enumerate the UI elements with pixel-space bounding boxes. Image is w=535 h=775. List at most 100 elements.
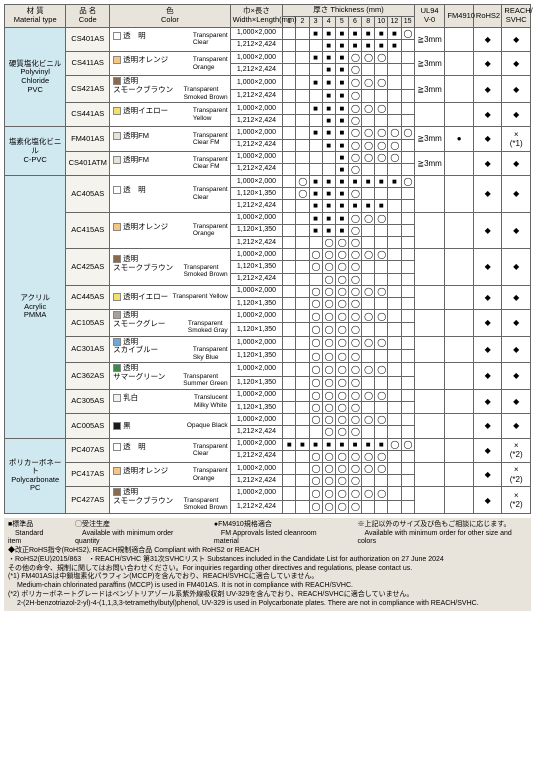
thickness-mark <box>283 249 296 261</box>
thickness-mark: ◯ <box>335 389 348 401</box>
col-reach: ◆ <box>502 76 531 103</box>
hdr-thk-4: 4 <box>322 16 335 27</box>
color-swatch <box>113 223 121 231</box>
thickness-mark <box>388 323 401 336</box>
size-cell: 1,212×2,424 <box>230 64 283 76</box>
size-cell: 1,000×2,000 <box>230 310 283 323</box>
col-fm <box>445 27 473 51</box>
thickness-mark <box>283 127 296 139</box>
thickness-mark <box>283 285 296 297</box>
thickness-mark: ◯ <box>348 350 361 363</box>
color-swatch <box>113 107 121 115</box>
thickness-mark <box>296 200 309 212</box>
thickness-mark <box>362 323 375 336</box>
color-en: TransparentOrange <box>193 467 228 482</box>
thickness-mark <box>362 163 375 175</box>
thickness-mark <box>388 336 401 349</box>
code-cell: PC407AS <box>66 438 110 462</box>
thickness-mark: ■ <box>309 212 322 224</box>
thickness-mark <box>296 323 309 336</box>
color-jp: 黒 <box>123 421 131 430</box>
thickness-mark: ◯ <box>348 52 361 64</box>
thickness-mark: ◯ <box>348 163 361 175</box>
col-fm <box>445 52 473 76</box>
col-ul: ≧3mm <box>414 127 445 151</box>
thickness-mark <box>283 402 296 414</box>
thickness-mark <box>388 450 401 462</box>
col-rohs: ◆ <box>473 102 501 126</box>
thickness-mark: ■ <box>322 438 335 450</box>
hdr-thk-8: 8 <box>362 16 375 27</box>
thickness-mark <box>388 224 401 236</box>
color-cell: 透明オレンジTransparentOrange <box>110 212 231 249</box>
table-header: 材 質Material type 品 名Code 色Color 巾×長さWidt… <box>5 5 531 28</box>
hdr-color: 色Color <box>110 5 231 28</box>
thickness-mark: ■ <box>388 176 401 188</box>
thickness-mark: ■ <box>309 27 322 39</box>
thickness-mark: ◯ <box>348 363 361 376</box>
color-en: TransparentClear <box>193 186 228 201</box>
table-row: CS401ATM透明FMTransparentClear FM1,000×2,0… <box>5 151 531 163</box>
hdr-thk-6: 6 <box>348 16 361 27</box>
thickness-mark: ■ <box>335 438 348 450</box>
hdr-thk-10: 10 <box>375 16 388 27</box>
thickness-mark <box>309 139 322 151</box>
thickness-mark: ■ <box>322 52 335 64</box>
thickness-mark: ◯ <box>348 76 361 89</box>
thickness-mark: ◯ <box>348 273 361 285</box>
legend-line: ・RoHS2(EU)2015/863 ・REACH/SVHC 第31次SVHCリ… <box>8 556 527 565</box>
thickness-mark <box>388 200 401 212</box>
code-cell: AC105AS <box>66 310 110 337</box>
thickness-mark: ◯ <box>348 450 361 462</box>
thickness-mark <box>296 115 309 127</box>
thickness-mark: ◯ <box>348 336 361 349</box>
thickness-mark <box>283 115 296 127</box>
col-rohs: ◆ <box>473 438 501 462</box>
color-cell: 透明スモークブラウンTransparentSmoked Brown <box>110 487 231 514</box>
color-cell: 乳白TranslucentMilky White <box>110 389 231 413</box>
thickness-mark <box>296 139 309 151</box>
thickness-mark: ◯ <box>375 363 388 376</box>
thickness-mark <box>401 151 414 163</box>
color-jp: 透明オレンジ <box>123 55 168 64</box>
thickness-mark: ◯ <box>322 237 335 249</box>
thickness-mark: ■ <box>335 224 348 236</box>
thickness-mark: ◯ <box>322 323 335 336</box>
color-cell: 透明スモークブラウンTransparentSmoked Brown <box>110 249 231 286</box>
thickness-mark: ◯ <box>348 139 361 151</box>
thickness-mark <box>283 76 296 89</box>
col-ul <box>414 487 445 514</box>
col-reach: ◆ <box>502 52 531 76</box>
thickness-mark <box>296 336 309 349</box>
thickness-mark: ■ <box>335 188 348 200</box>
table-row: AC301AS透明スカイブルーTransparentSky Blue1,000×… <box>5 336 531 349</box>
color-swatch <box>113 32 121 40</box>
thickness-mark: ■ <box>375 200 388 212</box>
thickness-mark <box>296 261 309 273</box>
thickness-mark: ◯ <box>309 462 322 474</box>
color-swatch <box>113 156 121 164</box>
table-row: ポリカーボネートPolycarbonatePCPC407AS透 明Transpa… <box>5 438 531 450</box>
thickness-mark <box>296 212 309 224</box>
color-cell: 透明FMTransparentClear FM <box>110 127 231 151</box>
thickness-mark: ◯ <box>362 52 375 64</box>
thickness-mark <box>296 237 309 249</box>
code-cell: FM401AS <box>66 127 110 151</box>
thickness-mark <box>362 297 375 309</box>
thickness-mark <box>296 285 309 297</box>
color-jp: 透明イエロー <box>123 292 168 301</box>
material-cell: 硬質塩化ビニルPolyvinyl ChloridePVC <box>5 27 66 127</box>
table-row: AC425AS透明スモークブラウンTransparentSmoked Brown… <box>5 249 531 261</box>
thickness-mark: ◯ <box>335 297 348 309</box>
thickness-mark <box>283 188 296 200</box>
thickness-mark: ■ <box>309 76 322 89</box>
color-en: Opaque Black <box>187 422 228 429</box>
thickness-mark <box>283 350 296 363</box>
size-cell: 1,000×2,000 <box>230 212 283 224</box>
color-jp: 透明スモークブラウン <box>113 76 173 94</box>
size-cell: 1,000×2,000 <box>230 336 283 349</box>
col-reach: ◆ <box>502 414 531 438</box>
thickness-mark <box>362 261 375 273</box>
col-reach: ◆ <box>502 102 531 126</box>
thickness-mark: ◯ <box>309 414 322 426</box>
